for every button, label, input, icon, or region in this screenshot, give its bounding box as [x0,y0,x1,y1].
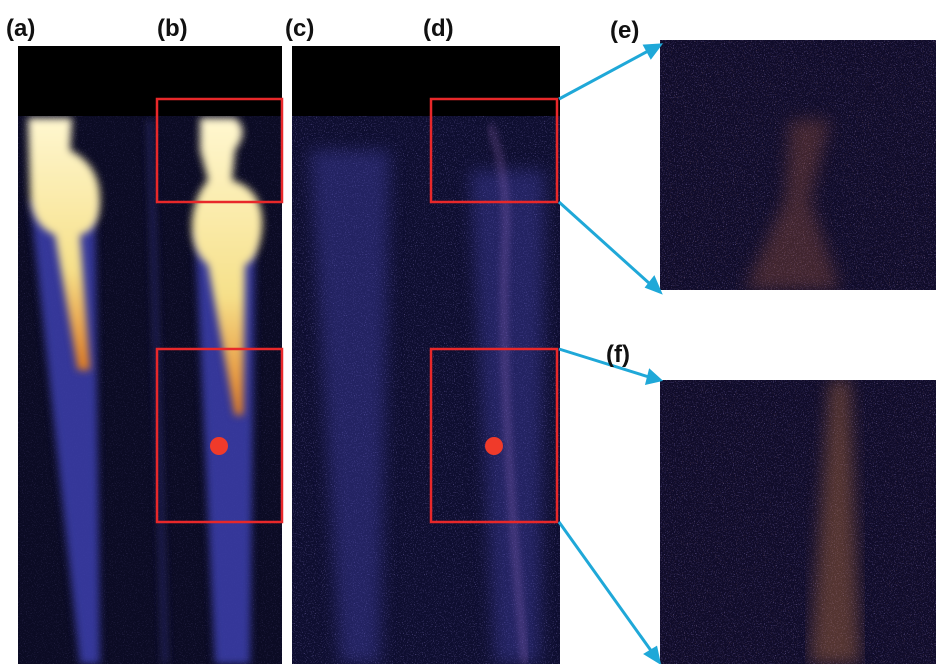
marker-dot [485,437,503,455]
marker-dot [210,437,228,455]
panel-label: (b) [157,15,188,42]
arrow [559,202,650,284]
arrow [559,50,650,99]
panel-label: (f) [606,341,630,368]
image-ab [18,46,282,664]
page: (a) (b) (c) (d) (e) (f) (() => { const d… [0,0,936,664]
arrow-head [647,371,660,383]
arrow-head [645,45,660,57]
panel-label: (d) [423,15,454,42]
arrow-head [646,648,659,662]
panel-label: (a) [6,15,35,42]
image-f [660,380,936,664]
arrow [559,522,652,652]
arrow [559,349,649,377]
panel-label: (c) [285,15,314,42]
image-e [660,40,936,290]
image-cd [292,46,560,664]
panel-label: (e) [610,17,639,44]
arrow-head [647,278,660,292]
figure: (a) (b) (c) (d) (e) (f) [0,0,936,664]
